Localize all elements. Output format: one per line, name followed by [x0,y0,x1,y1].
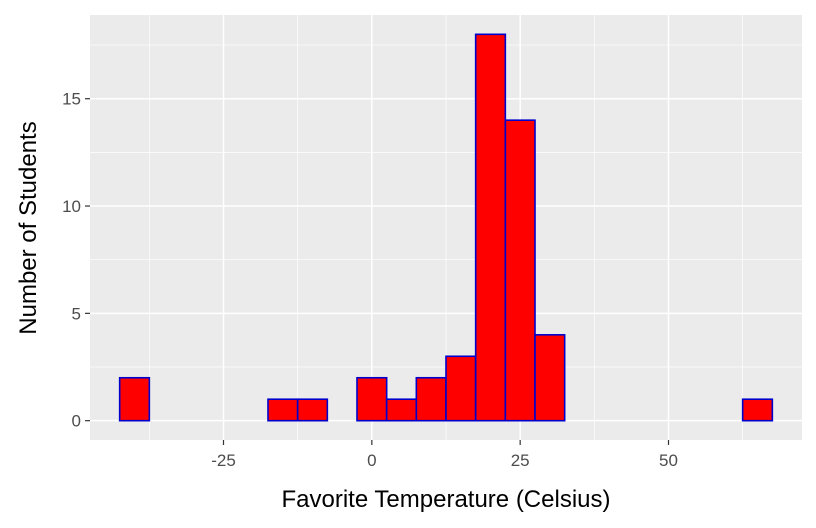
y-axis-title: Number of Students [15,121,42,334]
histogram-bar [741,398,774,422]
y-tick-label: 15 [62,90,81,109]
y-axis-ticks: 0 5 10 15 [62,90,90,431]
x-tick-label: 0 [367,451,376,470]
x-axis-ticks: -25 0 25 50 [211,440,678,470]
y-tick-label: 5 [72,304,81,323]
histogram-bar [445,355,477,422]
y-tick-label: 0 [72,412,81,431]
histogram-bar [415,376,447,422]
x-tick-label: 25 [511,451,530,470]
histogram-bar [118,376,151,422]
histogram-bar [504,119,536,422]
x-tick-label: -25 [211,451,236,470]
histogram-bar [385,398,418,422]
histogram-bar [356,376,388,422]
x-tick-label: 50 [659,451,678,470]
histogram-bar [534,334,566,422]
x-axis-title: Favorite Temperature (Celsius) [281,486,610,513]
histogram-bar [296,398,329,422]
y-tick-label: 10 [62,197,81,216]
histogram-bars [118,33,774,422]
histogram-bar [267,398,299,422]
histogram-bar [474,33,507,422]
